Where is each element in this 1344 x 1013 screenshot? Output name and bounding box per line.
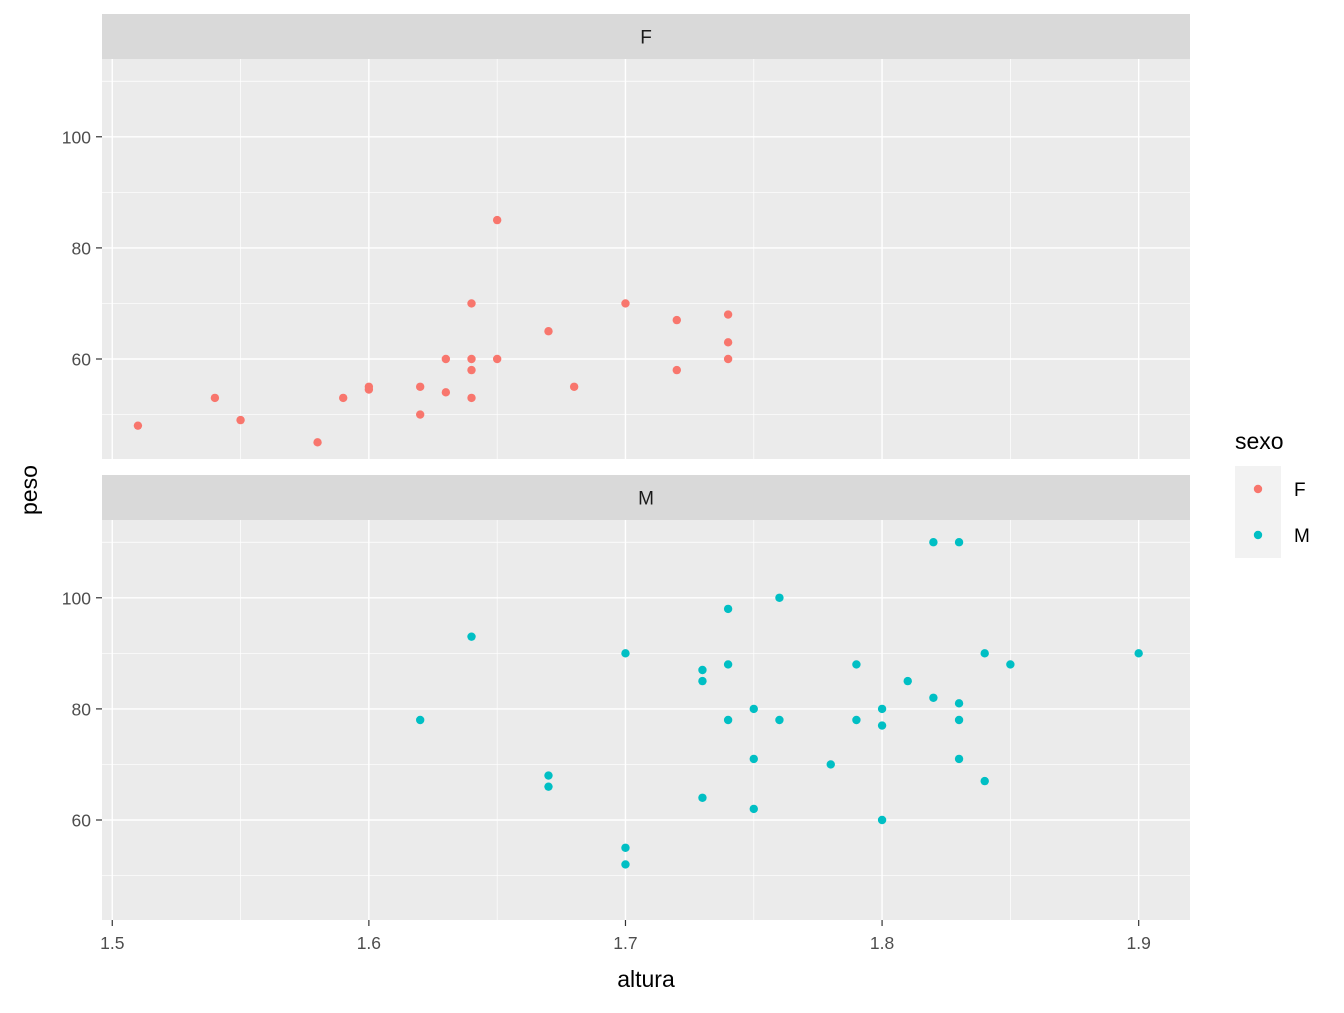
data-point-m xyxy=(903,676,912,686)
data-point-m xyxy=(698,793,707,802)
x-axis-title: altura xyxy=(617,966,675,992)
data-point-m xyxy=(877,815,887,825)
data-point-m xyxy=(929,693,938,702)
data-point-m xyxy=(723,660,733,669)
data-point-m xyxy=(1006,660,1015,669)
data-point-f xyxy=(441,388,451,397)
y-tick-label: 60 xyxy=(72,811,92,831)
legend-key-f xyxy=(1253,484,1263,494)
data-point-m xyxy=(775,593,784,602)
data-point-m xyxy=(621,843,630,852)
data-point-f xyxy=(467,354,476,364)
data-point-f xyxy=(672,365,681,375)
data-point-m xyxy=(954,715,964,725)
facet-strip-label: M xyxy=(638,489,654,510)
data-point-f xyxy=(415,410,425,419)
y-tick-label: 80 xyxy=(72,699,92,719)
data-point-f xyxy=(364,385,374,394)
y-tick-label: 100 xyxy=(62,127,91,147)
facet-panel-m: M 60 80 100 xyxy=(62,475,1190,920)
data-point-m xyxy=(852,715,861,725)
data-point-m xyxy=(954,754,964,764)
y-axis-title: peso xyxy=(16,465,42,515)
data-point-m xyxy=(877,704,887,714)
data-point-m xyxy=(467,632,476,641)
x-tick-label: 1.8 xyxy=(870,933,894,953)
data-point-m xyxy=(929,538,938,547)
data-point-m xyxy=(775,715,784,725)
data-point-m xyxy=(749,754,758,764)
legend: sexo F M xyxy=(1235,428,1310,558)
x-tick-label: 1.5 xyxy=(100,933,124,953)
data-point-m xyxy=(544,782,553,791)
legend-key-background xyxy=(1235,466,1281,558)
data-point-f xyxy=(723,310,733,319)
data-point-f xyxy=(621,299,630,308)
data-point-f xyxy=(236,415,245,425)
data-point-f xyxy=(723,354,733,364)
data-point-f xyxy=(467,365,476,375)
panel-background xyxy=(102,520,1190,920)
data-point-f xyxy=(339,393,348,403)
data-point-f xyxy=(133,421,143,430)
data-point-f xyxy=(313,438,322,447)
legend-key-m xyxy=(1253,530,1263,540)
y-tick-label: 60 xyxy=(72,350,92,370)
x-tick-label: 1.7 xyxy=(613,933,637,953)
data-point-m xyxy=(954,538,964,547)
data-point-m xyxy=(749,704,758,714)
data-point-m xyxy=(954,699,964,708)
data-point-f xyxy=(210,393,220,403)
x-tick-label: 1.9 xyxy=(1127,933,1151,953)
facet-strip xyxy=(102,475,1190,520)
data-point-m xyxy=(544,771,553,780)
data-point-m xyxy=(877,721,887,730)
data-point-m xyxy=(621,860,630,869)
legend-title: sexo xyxy=(1235,428,1284,454)
legend-label-f: F xyxy=(1294,480,1306,501)
panel-background xyxy=(102,59,1190,459)
data-point-f xyxy=(723,338,733,347)
data-point-m xyxy=(698,676,707,686)
data-point-m xyxy=(723,604,733,614)
data-point-f xyxy=(569,382,579,391)
data-point-m xyxy=(852,660,861,669)
data-point-m xyxy=(980,776,989,786)
data-point-m xyxy=(749,804,758,814)
data-point-m xyxy=(723,715,733,725)
facet-strip-label: F xyxy=(640,28,652,49)
legend-label-m: M xyxy=(1294,526,1310,547)
data-point-f xyxy=(544,327,553,336)
data-point-m xyxy=(980,649,989,658)
data-point-m xyxy=(415,715,425,725)
data-point-f xyxy=(492,354,502,364)
y-tick-label: 80 xyxy=(72,238,92,258)
x-tick-label: 1.6 xyxy=(357,933,381,953)
data-point-f xyxy=(672,315,681,325)
facet-strip xyxy=(102,14,1190,59)
facet-panel-f: F 60 80 100 xyxy=(62,14,1190,459)
data-point-f xyxy=(415,382,425,391)
data-point-m xyxy=(621,649,630,658)
data-point-m xyxy=(698,665,707,675)
data-point-f xyxy=(441,354,451,364)
data-point-f xyxy=(492,215,502,225)
data-point-f xyxy=(467,393,476,403)
data-point-m xyxy=(826,760,835,769)
data-point-f xyxy=(467,299,476,308)
y-tick-label: 100 xyxy=(62,588,91,608)
data-point-m xyxy=(1134,649,1143,658)
